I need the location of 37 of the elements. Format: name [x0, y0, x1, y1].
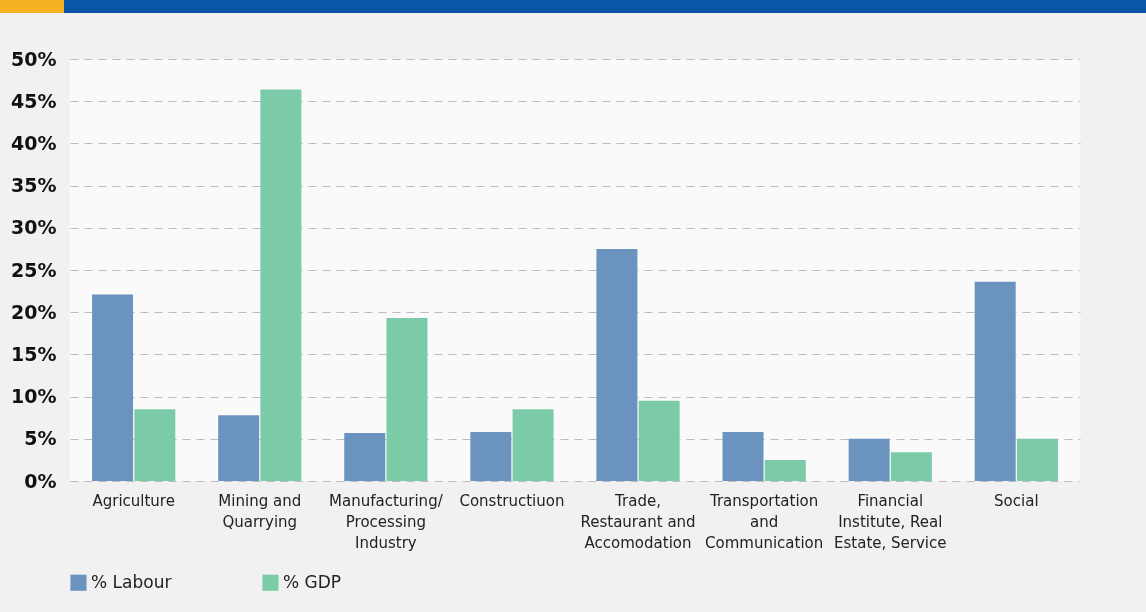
y-tick-label: 40%	[11, 131, 57, 154]
x-tick-label: Constructiuon	[459, 491, 565, 510]
y-tick-label: 10%	[11, 385, 57, 408]
x-tick-label: Manufacturing/ Processing Industry	[329, 491, 444, 552]
legend-label: % Labour	[91, 571, 172, 592]
y-tick-label: 30%	[11, 216, 57, 239]
bar	[470, 432, 512, 481]
y-tick-label: 20%	[11, 300, 57, 323]
legend-label: % GDP	[283, 571, 342, 592]
x-tick-label: Financial Institute, Real Estate, Service	[834, 491, 947, 552]
bar	[386, 318, 428, 481]
bar	[722, 432, 764, 481]
bar	[218, 415, 260, 481]
bar	[848, 438, 890, 481]
x-tick-label: Transportation and Communication	[705, 491, 824, 552]
y-tick-label: 25%	[11, 258, 57, 281]
y-tick-label: 15%	[11, 342, 57, 365]
bar	[134, 409, 176, 481]
bar	[92, 294, 134, 481]
bar	[974, 281, 1016, 481]
y-tick-label: 5%	[24, 427, 57, 450]
bar	[260, 89, 302, 481]
x-tick-label: Trade, Restaurant and Accomodation	[580, 491, 696, 552]
y-tick-label: 45%	[11, 89, 57, 112]
y-tick-label: 0%	[24, 469, 57, 492]
y-tick-label: 35%	[11, 174, 57, 197]
x-tick-label: Social	[994, 491, 1039, 510]
bar	[764, 459, 806, 481]
x-tick-label: Agriculture	[92, 491, 175, 510]
x-tick-label: Mining and Quarrying	[218, 491, 302, 531]
bar	[1016, 438, 1058, 481]
bar	[344, 432, 386, 481]
bar	[512, 409, 554, 481]
bar	[890, 452, 932, 481]
y-tick-label: 50%	[11, 47, 57, 70]
bar	[638, 400, 680, 481]
bar	[596, 248, 638, 481]
